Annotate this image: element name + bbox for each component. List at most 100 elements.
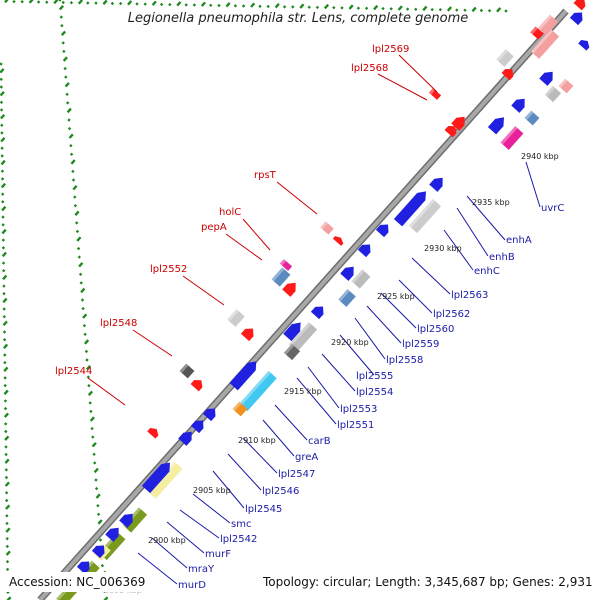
skew-dot: [151, 0, 157, 6]
skew-dot: [504, 9, 508, 13]
kbp-label-2940: 2940 kbp: [521, 152, 559, 161]
leader-line: [398, 54, 438, 93]
gene-label-lpl2562[interactable]: lpl2562: [433, 309, 470, 320]
gene-label-lpl2558[interactable]: lpl2558: [386, 355, 423, 366]
gene-label-smc[interactable]: smc: [231, 519, 251, 530]
skew-dot: [143, 2, 147, 6]
skew-dot: [94, 478, 98, 482]
skew-dot: [0, 77, 3, 81]
gene-box: [530, 29, 560, 59]
gene-arrow: [141, 462, 170, 494]
skew-dot: [62, 49, 66, 54]
gene-arrow: [501, 68, 514, 81]
skew-dot: [1, 200, 5, 204]
skew-dot: [65, 92, 69, 96]
gene-label-carB[interactable]: carB: [308, 436, 331, 447]
skew-dot: [381, 6, 385, 11]
gene-label-lpl2555[interactable]: lpl2555: [356, 371, 393, 382]
gene-label-mraY[interactable]: mraY: [188, 564, 215, 575]
gene-label-lpl2551[interactable]: lpl2551: [337, 420, 374, 431]
leader-line: [262, 419, 295, 457]
gene-label-pepA[interactable]: pepA: [201, 222, 227, 233]
skew-dot: [241, 4, 246, 8]
gene-box: [351, 269, 371, 289]
skew-dot: [82, 324, 87, 328]
gene-arrow: [283, 322, 301, 342]
skew-dot: [67, 126, 72, 131]
gene-label-lpl2545[interactable]: lpl2545: [245, 504, 282, 515]
skew-dot: [73, 195, 77, 199]
gene-label-lpl2547[interactable]: lpl2547: [278, 469, 315, 480]
skew-dot: [77, 0, 84, 5]
skew-dot: [0, 85, 3, 89]
skew-dot: [2, 338, 7, 342]
skew-dot: [5, 567, 10, 572]
gene-label-rpsT[interactable]: rpsT: [254, 170, 277, 181]
leader-line: [443, 229, 474, 271]
gene-label-murF[interactable]: murF: [205, 549, 231, 560]
gene-label-lpl2568[interactable]: lpl2568: [351, 63, 388, 74]
skew-dot: [4, 481, 10, 487]
skew-dot: [86, 375, 90, 379]
gene-label-greA[interactable]: greA: [295, 452, 318, 463]
skew-dot: [348, 4, 354, 10]
skew-dot: [100, 564, 105, 568]
skew-dot: [291, 5, 295, 9]
skew-dot: [79, 281, 83, 285]
gene-label-lpl2546[interactable]: lpl2546: [262, 486, 299, 497]
gene-arrow: [375, 224, 389, 238]
leader-line: [339, 334, 375, 376]
gene-label-lpl2542[interactable]: lpl2542: [220, 534, 257, 545]
kbp-label-2930: 2930 kbp: [424, 244, 462, 253]
skew-dot: [217, 3, 221, 8]
gene-label-lpl2548[interactable]: lpl2548: [100, 318, 137, 329]
skew-dot: [2, 297, 8, 304]
leader-line: [321, 353, 356, 392]
gene-label-lpl2553[interactable]: lpl2553: [340, 404, 377, 415]
label-leader-lines: [87, 54, 541, 585]
skew-dot: [84, 339, 90, 345]
skew-dot: [0, 182, 7, 189]
gene-arrow: [539, 71, 553, 86]
leader-line: [132, 329, 173, 357]
gene-label-lpl2569[interactable]: lpl2569: [372, 44, 409, 55]
gene-label-murD[interactable]: murD: [178, 580, 206, 591]
gene-label-lpl2552[interactable]: lpl2552: [150, 264, 187, 275]
gene-box: [227, 309, 245, 327]
skew-dot: [89, 409, 93, 414]
gene-label-enhA[interactable]: enhA: [506, 235, 532, 246]
gene-arrow: [190, 420, 204, 434]
skew-dot: [471, 6, 477, 13]
gene-label-lpl2559[interactable]: lpl2559: [402, 339, 439, 350]
annotation-text: Legionella pneumophila str. Lens, comple…: [4, 11, 596, 592]
gene-label-uvrC[interactable]: uvrC: [541, 203, 564, 214]
gene-label-enhB[interactable]: enhB: [489, 252, 515, 263]
skew-dot: [3, 376, 7, 380]
skew-dot: [75, 229, 80, 234]
skew-dot: [3, 360, 7, 365]
skew-dot: [71, 169, 75, 174]
gene-arrow: [487, 117, 504, 135]
skew-dot: [62, 56, 68, 62]
skew-dot: [60, 30, 67, 36]
leader-line: [456, 207, 489, 257]
gene-label-lpl2563[interactable]: lpl2563: [451, 290, 488, 301]
skew-dot: [1, 223, 5, 227]
skew-dot: [0, 90, 5, 97]
gene-label-holC[interactable]: holC: [219, 207, 241, 218]
skew-dot: [5, 537, 9, 541]
gene-label-lpl2544[interactable]: lpl2544: [55, 366, 92, 377]
leader-line: [274, 404, 308, 441]
skew-dot: [176, 1, 182, 7]
gene-box: [408, 198, 442, 234]
skew-dot: [200, 1, 207, 7]
gene-label-lpl2554[interactable]: lpl2554: [356, 387, 393, 398]
skew-dot: [4, 491, 9, 495]
gene-box: [279, 259, 293, 271]
gene-box: [558, 78, 574, 94]
skew-dot: [78, 272, 83, 276]
leader-line: [411, 257, 451, 295]
gene-label-lpl2560[interactable]: lpl2560: [417, 324, 454, 335]
gene-label-enhC[interactable]: enhC: [474, 266, 500, 277]
skew-dot: [4, 468, 8, 472]
